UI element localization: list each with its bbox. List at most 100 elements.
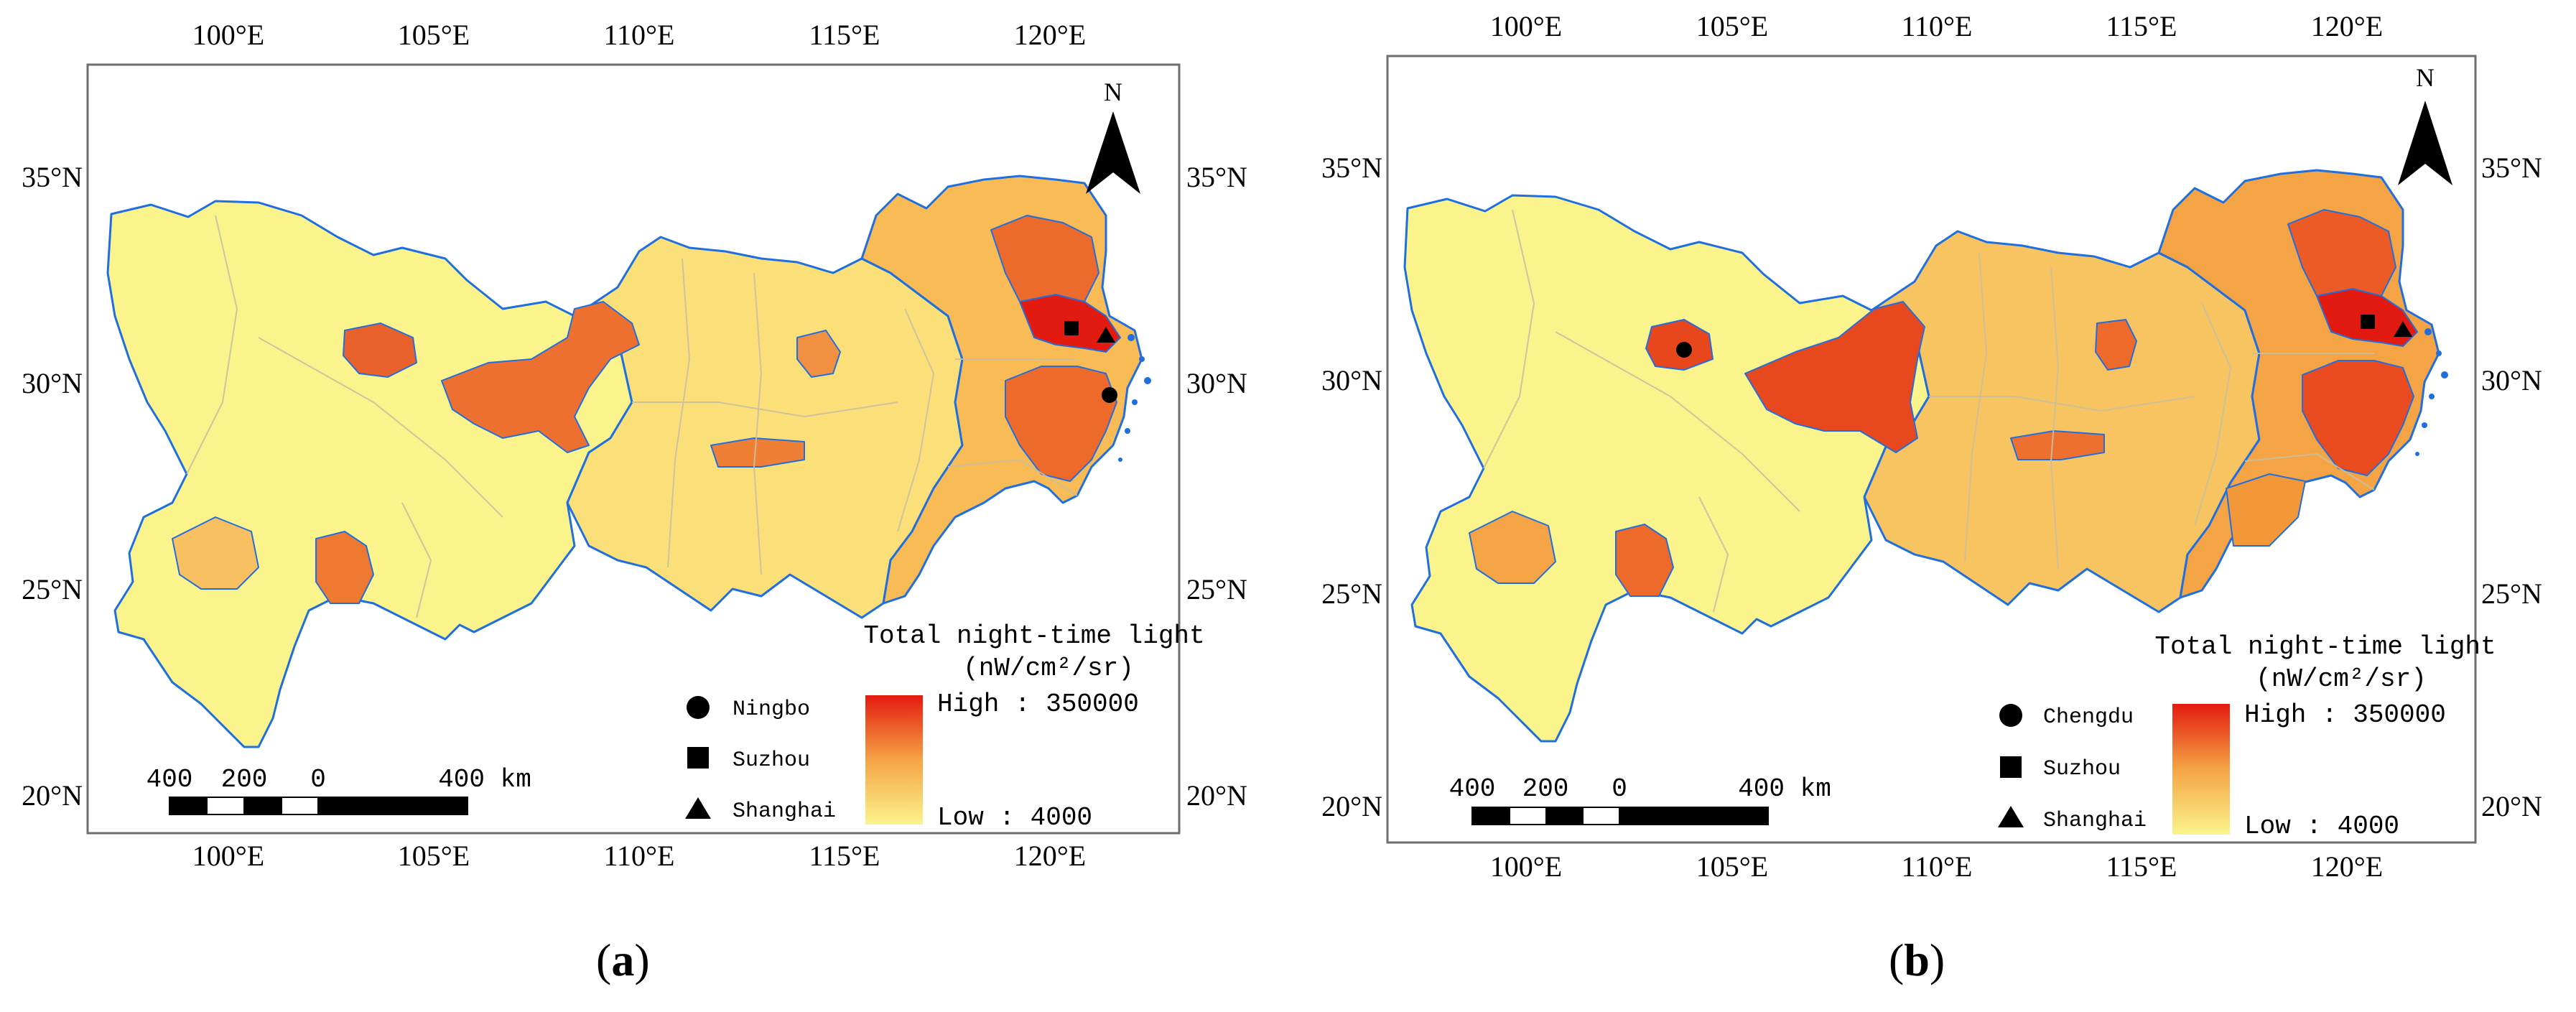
caption-letter: b — [1904, 934, 1930, 985]
legend-triangle-symbol — [685, 797, 711, 819]
legend-circle-label: Chengdu — [2043, 705, 2134, 730]
legend-circle-label: Ningbo — [733, 697, 810, 722]
legend-square-symbol — [687, 747, 709, 769]
bottom-tick-label: 120°E — [1014, 840, 1086, 872]
legend-triangle-symbol — [1998, 806, 2024, 827]
top-tick-label: 110°E — [1902, 10, 1973, 42]
right-tick-label: 20°N — [1186, 779, 1247, 812]
bottom-tick-label: 100°E — [192, 840, 264, 872]
zhejiang-hotspot — [1005, 366, 1117, 482]
chongqing-hotspot — [441, 301, 640, 453]
legend-high-label: High : 350000 — [937, 690, 1139, 719]
north-label: N — [2416, 63, 2435, 92]
scale-label: 0 — [310, 765, 326, 794]
caption-letter: a — [611, 934, 635, 985]
right-tick-label: 20°N — [2481, 790, 2542, 822]
chengdu-marker — [1676, 342, 1692, 358]
left-tick-label: 30°N — [22, 367, 83, 399]
region-map — [106, 175, 1143, 748]
legend-low-label: Low : 4000 — [2244, 812, 2399, 841]
region-map — [1403, 169, 2440, 743]
bottom-tick-label: 105°E — [1696, 850, 1768, 883]
map-panel-a: 100°E 105°E 110°E 115°E 120°E 100°E 105°… — [22, 19, 1247, 987]
panel-caption-a: (a) — [596, 934, 650, 987]
scale-label: 0 — [1612, 774, 1627, 804]
north-label: N — [1104, 78, 1122, 106]
legend-square-label: Suzhou — [2043, 757, 2121, 781]
suzhou-marker — [1064, 321, 1079, 335]
legend-circle-symbol — [687, 696, 710, 719]
scale-label: 400 km — [1738, 774, 1831, 804]
caption-open: ( — [1889, 934, 1905, 985]
legend-triangle-label: Shanghai — [733, 799, 836, 824]
bottom-tick-label: 100°E — [1490, 850, 1562, 883]
caption-close: ) — [634, 934, 650, 985]
left-tick-label: 25°N — [22, 573, 83, 605]
legend-title: Total night-time light — [2154, 632, 2496, 661]
right-tick-label: 25°N — [1186, 573, 1247, 605]
shanghai-marker — [2394, 321, 2412, 337]
legend-gradient-bar — [2172, 704, 2230, 835]
left-tick-label: 35°N — [1321, 152, 1382, 184]
legend-square-label: Suzhou — [733, 748, 810, 773]
legend-low-label: Low : 4000 — [937, 803, 1092, 832]
guiyang-hotspot — [315, 531, 374, 604]
chengdu-hotspot — [343, 322, 417, 378]
north-arrow-icon — [1086, 111, 1140, 194]
right-tick-label: 25°N — [2481, 577, 2542, 610]
scale-label: 200 — [221, 765, 268, 794]
right-tick-label: 30°N — [2481, 364, 2542, 396]
caption-open: ( — [596, 934, 612, 985]
scale-label: 200 — [1522, 774, 1569, 804]
legend-gradient-bar — [865, 695, 923, 825]
yunnan-hotspot — [1469, 511, 1556, 584]
legend-square-symbol — [2000, 756, 2022, 778]
scale-bar — [169, 797, 468, 815]
top-tick-label: 110°E — [604, 19, 675, 51]
yunnan-hotspot — [172, 516, 259, 590]
top-tick-label: 115°E — [2106, 10, 2177, 42]
right-tick-label: 35°N — [2481, 152, 2542, 184]
left-tick-label: 30°N — [1321, 364, 1382, 396]
legend-unit: (nW/cm²/sr) — [2256, 664, 2427, 694]
bottom-tick-label: 105°E — [398, 840, 470, 872]
top-tick-label: 105°E — [398, 19, 470, 51]
coastal-islands — [1118, 334, 1151, 462]
scale-label: 400 — [147, 765, 193, 794]
shanghai-marker — [1097, 327, 1115, 343]
bottom-tick-label: 110°E — [604, 840, 675, 872]
legend-title: Total night-time light — [863, 621, 1204, 651]
jiangxi-hotspot — [2226, 473, 2306, 547]
scale-label: 400 — [1449, 774, 1496, 804]
bottom-tick-label: 115°E — [2106, 850, 2177, 883]
left-tick-label: 20°N — [22, 779, 83, 812]
left-tick-label: 25°N — [1321, 577, 1382, 610]
chongqing-hotspot — [1744, 301, 1925, 453]
top-tick-label: 105°E — [1696, 10, 1768, 42]
bottom-tick-label: 120°E — [2311, 850, 2383, 883]
right-tick-label: 30°N — [1186, 367, 1247, 399]
top-tick-label: 100°E — [1490, 10, 1562, 42]
bottom-tick-label: 110°E — [1902, 850, 1973, 883]
bottom-tick-label: 115°E — [809, 840, 880, 872]
district-boundaries — [186, 215, 1078, 618]
wuhan-hotspot — [2095, 319, 2137, 371]
left-tick-label: 20°N — [1321, 790, 1382, 822]
changsha-hotspot — [2010, 430, 2105, 460]
zhejiang-hotspot — [2302, 360, 2414, 476]
changsha-hotspot — [710, 437, 805, 468]
scale-bar — [1471, 807, 1769, 825]
yangtze-delta-hotspot-north — [990, 215, 1099, 317]
legend-unit: (nW/cm²/sr) — [963, 654, 1134, 683]
scale-label: 400 km — [438, 765, 531, 794]
top-tick-label: 120°E — [1014, 19, 1086, 51]
right-tick-label: 35°N — [1186, 161, 1247, 193]
top-tick-label: 100°E — [192, 19, 264, 51]
panel-caption-b: (b) — [1889, 934, 1945, 987]
suzhou-marker — [2361, 315, 2375, 329]
yangtze-delta-hotspot-north — [2287, 209, 2396, 311]
top-tick-label: 120°E — [2311, 10, 2383, 42]
legend-high-label: High : 350000 — [2244, 700, 2446, 730]
district-boundaries — [1483, 209, 2375, 613]
wuhan-hotspot — [796, 330, 841, 378]
